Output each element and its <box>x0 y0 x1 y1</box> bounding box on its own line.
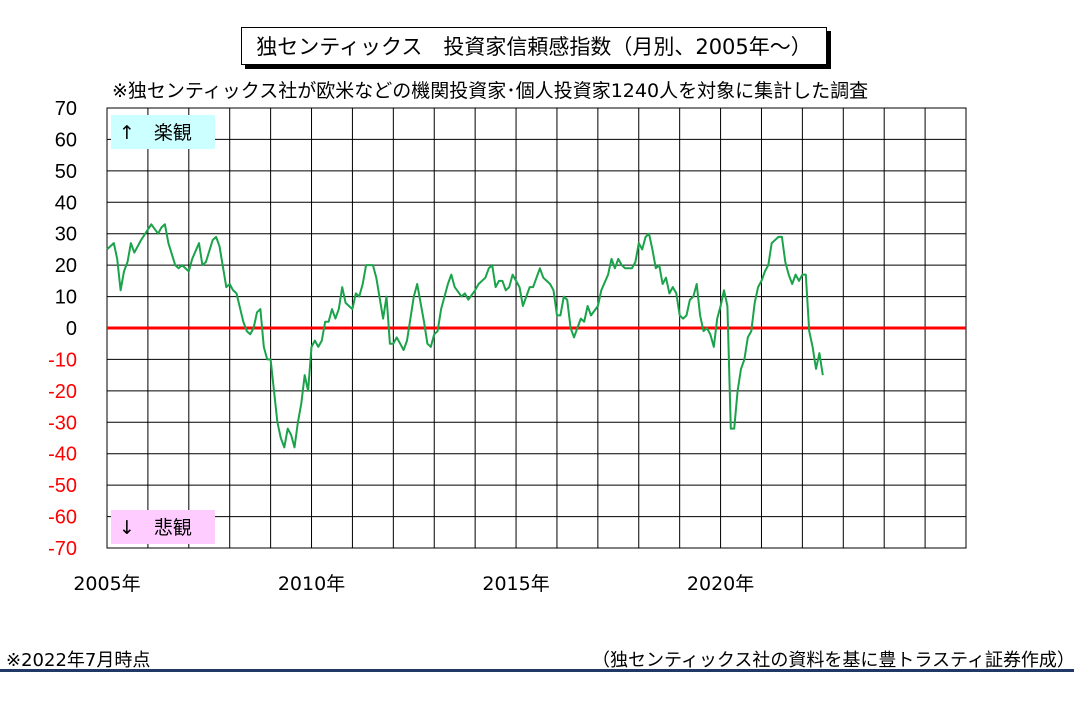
y-tick-label: -40 <box>48 444 77 466</box>
optimistic-label-bg <box>111 115 215 149</box>
y-tick-label: -60 <box>48 507 77 529</box>
series-line <box>106 223 824 449</box>
pessimistic-label: ↓ 悲観 <box>119 517 192 539</box>
y-tick-label: -20 <box>48 381 77 403</box>
y-tick-label: 50 <box>55 161 77 183</box>
y-tick-label: -30 <box>48 412 77 434</box>
footer-divider <box>0 669 1074 672</box>
y-tick-label: -10 <box>48 349 77 371</box>
x-tick-label: 2010年 <box>278 573 345 595</box>
y-tick-label: 20 <box>55 255 77 277</box>
y-tick-label: 30 <box>55 224 77 246</box>
chart-title: 独センティックス 投資家信頼感指数（月別、2005年～） <box>241 27 827 65</box>
optimistic-label: ↑ 楽観 <box>119 122 192 144</box>
x-axis-ticks: 2005年 2010年 2015年 2020年 <box>73 573 754 595</box>
data-date-note: ※2022年7月時点 <box>6 650 151 671</box>
chart-subtitle: ※独センティックス社が欧米などの機関投資家･個人投資家1240人を対象に集計した… <box>112 80 869 102</box>
y-tick-label: -70 <box>48 538 77 560</box>
x-tick-label: 2015年 <box>482 573 549 595</box>
y-tick-label: 10 <box>55 287 77 309</box>
pessimistic-label-bg <box>111 510 215 544</box>
y-tick-label: 40 <box>55 192 77 214</box>
x-tick-label: 2020年 <box>687 573 754 595</box>
y-tick-label: 60 <box>55 129 77 151</box>
y-tick-label: -50 <box>48 475 77 497</box>
y-axis-ticks: 70 60 50 40 30 20 10 0 -10 -20 -30 -40 -50 -60 -70 <box>48 98 77 560</box>
y-tick-label: 70 <box>55 98 77 120</box>
y-tick-label: 0 <box>66 318 77 340</box>
x-tick-label: 2005年 <box>73 573 140 595</box>
source-note: （独センティックス社の資料を基に豊トラスティ証券作成） <box>592 650 1074 671</box>
